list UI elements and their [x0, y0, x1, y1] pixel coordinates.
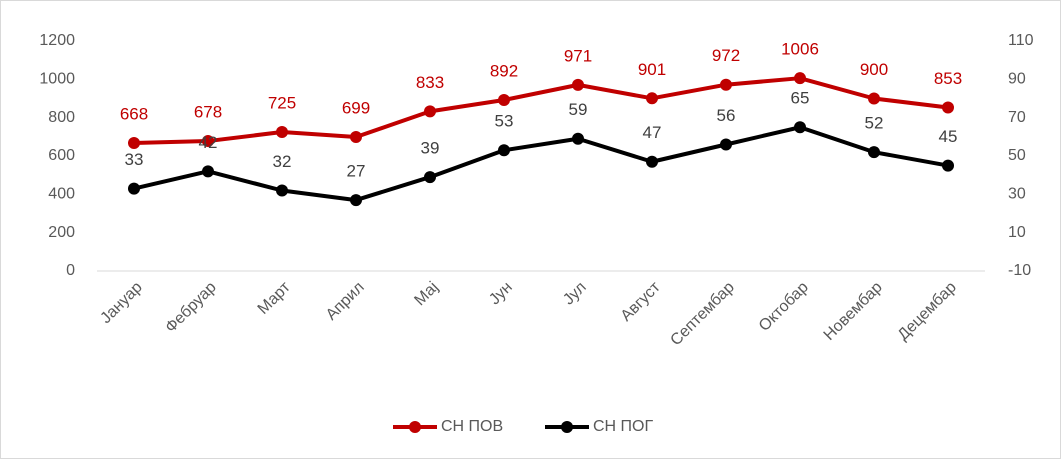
- point-marker: [720, 78, 732, 91]
- point-marker: [868, 92, 880, 105]
- y2-tick-label: 30: [1008, 186, 1026, 203]
- y-tick-label: 200: [48, 224, 75, 241]
- point-marker: [498, 144, 510, 157]
- data-label: 972: [712, 46, 740, 65]
- point-marker: [646, 155, 658, 168]
- data-label: 668: [120, 104, 148, 123]
- point-marker: [202, 165, 214, 178]
- y2-tick-label: 110: [1008, 32, 1034, 49]
- point-marker: [572, 132, 584, 145]
- point-marker: [276, 126, 288, 139]
- data-label: 42: [199, 133, 218, 152]
- y2-tick-label: 70: [1008, 109, 1026, 126]
- data-label: 56: [717, 106, 736, 125]
- point-marker: [276, 184, 288, 197]
- y2-tick-label: 50: [1008, 147, 1026, 164]
- point-marker: [794, 72, 806, 85]
- point-marker: [350, 131, 362, 144]
- point-marker: [202, 135, 214, 148]
- data-label: 52: [865, 114, 884, 133]
- point-marker: [794, 121, 806, 134]
- data-label: 833: [416, 73, 444, 92]
- point-marker: [646, 92, 658, 105]
- data-label: 699: [342, 99, 370, 118]
- point-marker: [942, 159, 954, 172]
- data-label: 1006: [781, 40, 819, 59]
- data-label: 678: [194, 103, 222, 122]
- data-label: 47: [643, 123, 662, 142]
- point-marker: [942, 101, 954, 114]
- data-label: 45: [939, 127, 958, 146]
- data-label: 33: [125, 150, 144, 169]
- data-label: 59: [569, 100, 588, 119]
- y-tick-label: 1000: [39, 71, 75, 88]
- point-marker: [868, 146, 880, 159]
- data-label: 901: [638, 60, 666, 79]
- y2-tick-label: 10: [1008, 224, 1026, 241]
- point-marker: [572, 78, 584, 91]
- series-line: [133, 125, 949, 203]
- data-label: 725: [268, 94, 296, 113]
- point-marker: [128, 136, 140, 149]
- data-label: 32: [273, 152, 292, 171]
- point-marker: [424, 105, 436, 118]
- point-marker: [498, 94, 510, 107]
- legend-marker: [561, 421, 573, 433]
- y-tick-label: 800: [48, 109, 75, 126]
- y-tick-label: 600: [48, 147, 75, 164]
- data-label: 900: [860, 60, 888, 79]
- y2-tick-label: 90: [1008, 71, 1026, 88]
- data-label: 39: [421, 139, 440, 158]
- point-marker: [720, 138, 732, 151]
- data-label: 971: [564, 46, 592, 65]
- data-label: 853: [934, 69, 962, 88]
- data-label: 27: [347, 162, 366, 181]
- legend-label: СН ПОГ: [593, 418, 654, 435]
- data-label: 892: [490, 62, 518, 81]
- point-marker: [128, 182, 140, 195]
- y-tick-label: 400: [48, 186, 75, 203]
- legend-marker: [409, 421, 421, 433]
- data-label: 65: [791, 89, 810, 108]
- y-tick-label: 0: [66, 262, 75, 279]
- y-tick-label: 1200: [39, 32, 75, 49]
- legend-label: СН ПОВ: [441, 418, 503, 435]
- series-line: [133, 76, 949, 145]
- point-marker: [424, 171, 436, 184]
- y2-tick-label: -10: [1008, 262, 1031, 279]
- point-marker: [350, 194, 362, 207]
- data-label: 53: [495, 112, 514, 131]
